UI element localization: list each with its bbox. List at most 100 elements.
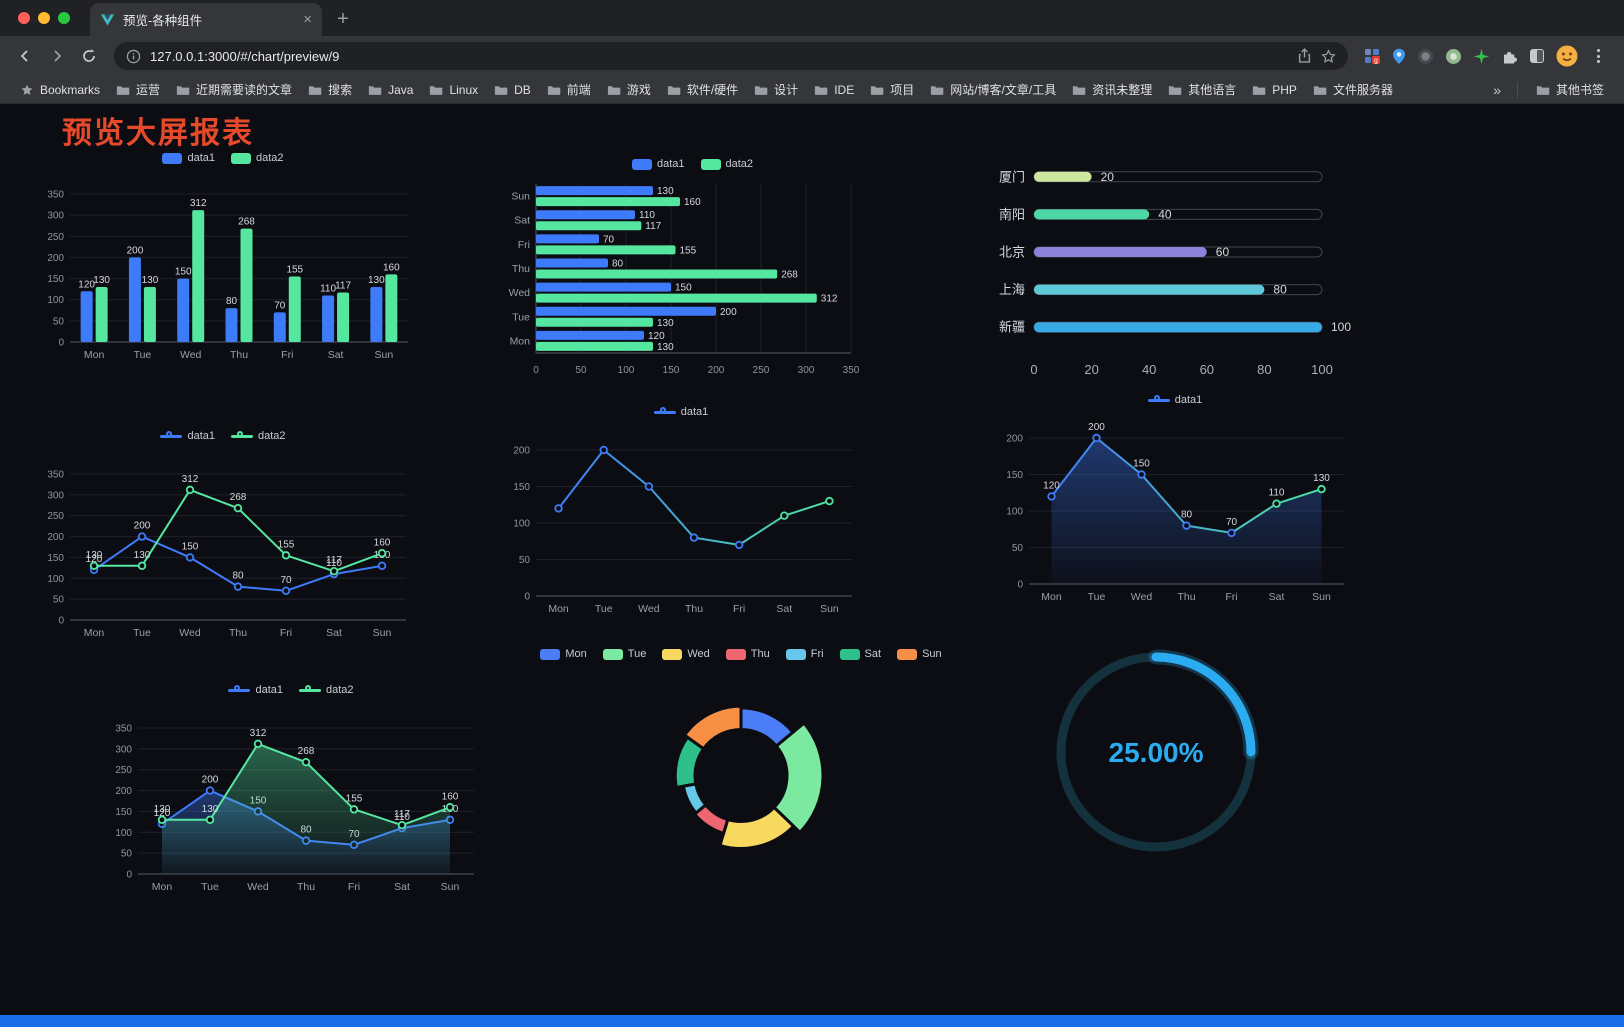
minimize-window-button[interactable] <box>38 12 50 24</box>
svg-text:40: 40 <box>1142 362 1156 377</box>
other-bookmarks-label: 其他书签 <box>1555 83 1604 97</box>
ext-star-green-icon[interactable] <box>1473 48 1490 65</box>
other-bookmarks-item[interactable]: 其他书签 <box>1528 78 1612 101</box>
legend-item[interactable]: Sun <box>897 648 942 660</box>
bookmark-folder[interactable]: 资讯未整理 <box>1064 78 1160 101</box>
bookmark-folder[interactable]: 近期需要读的文章 <box>168 78 300 101</box>
legend-item[interactable]: Thu <box>725 648 770 660</box>
ext-contrast-icon[interactable] <box>1529 48 1545 64</box>
bookmark-folder[interactable]: 软件/硬件 <box>659 78 746 101</box>
bookmark-folder[interactable]: Linux <box>421 80 486 100</box>
legend-item[interactable]: data1 <box>228 684 283 696</box>
ext-grid-icon[interactable]: g <box>1364 48 1381 65</box>
chart-legend: data1 <box>653 402 709 422</box>
legend-label: Wed <box>687 648 710 660</box>
bookmarks-root-item[interactable]: Bookmarks <box>12 80 108 100</box>
legend-item[interactable]: data1 <box>162 152 215 164</box>
svg-text:117: 117 <box>645 221 661 232</box>
legend-item[interactable]: data2 <box>231 430 286 442</box>
bookmark-folder[interactable]: 搜索 <box>300 78 360 101</box>
folder-icon <box>755 85 768 95</box>
address-bar[interactable]: 127.0.0.1:3000/#/chart/preview/9 <box>114 42 1348 70</box>
legend-item[interactable]: Mon <box>540 648 587 660</box>
svg-text:155: 155 <box>278 539 295 550</box>
svg-text:Wed: Wed <box>180 349 202 361</box>
bookmark-folder-label: Java <box>388 82 414 97</box>
window-controls <box>0 0 90 36</box>
ext-green-circle-icon[interactable] <box>1445 48 1462 65</box>
url-text[interactable]: 127.0.0.1:3000/#/chart/preview/9 <box>150 48 340 64</box>
svg-text:150: 150 <box>115 807 132 818</box>
folder-icon <box>871 85 884 95</box>
profile-avatar[interactable] <box>1556 45 1578 67</box>
share-icon[interactable] <box>1297 48 1312 64</box>
svg-text:160: 160 <box>442 791 459 802</box>
chrome-menu-icon[interactable] <box>1589 45 1608 67</box>
legend-item[interactable]: Tue <box>602 648 646 660</box>
bookmarks-overflow-chevron[interactable]: » <box>1493 81 1501 98</box>
bookmark-folder[interactable]: Java <box>360 80 421 100</box>
grouped-bar-chart-canvas[interactable]: 0 50 100 150 200 250 300 350 Mon Tue Wed Thu Fri Sat S… <box>28 170 418 370</box>
bookmark-folder-label: PHP <box>1272 82 1297 97</box>
folder-icon <box>1253 85 1266 95</box>
fullscreen-window-button[interactable] <box>58 12 70 24</box>
legend-swatch <box>602 648 623 660</box>
bookmark-folder[interactable]: IDE <box>806 80 862 100</box>
legend-item[interactable]: Sat <box>839 648 881 660</box>
legend-item[interactable]: data2 <box>231 152 284 164</box>
legend-item[interactable]: data1 <box>1147 394 1202 406</box>
bookmark-folder[interactable]: 运营 <box>108 78 168 101</box>
ext-dark-circle-icon[interactable] <box>1417 48 1434 65</box>
bookmark-folder[interactable]: 网站/博客/文章/工具 <box>922 78 1064 101</box>
bookmark-folder[interactable]: 项目 <box>862 78 922 101</box>
svg-text:Mon: Mon <box>510 335 531 347</box>
svg-text:50: 50 <box>519 555 531 566</box>
bookmark-star-icon[interactable] <box>1321 48 1336 64</box>
svg-text:Mon: Mon <box>1041 591 1062 603</box>
bookmark-folder[interactable]: 前端 <box>539 78 599 101</box>
city-progress-chart-canvas[interactable]: 厦门 20 南阳 40 北京 60 上海 80 新疆 100 0 20 40 60 80 100 <box>988 152 1358 382</box>
legend-item[interactable]: data1 <box>160 430 215 442</box>
tab-close-icon[interactable]: × <box>303 11 312 28</box>
legend-item[interactable]: Fri <box>785 648 824 660</box>
multi-line-chart: data1 data2 0 50 100 150 200 250 300 350 Mon Tue We… <box>28 426 418 648</box>
site-info-icon[interactable] <box>126 49 141 64</box>
rose-pie-chart-canvas[interactable] <box>631 666 851 881</box>
legend-label: data1 <box>680 406 709 418</box>
reload-button[interactable] <box>74 41 104 71</box>
svg-text:110: 110 <box>320 283 336 294</box>
bookmark-folder[interactable]: 其他语言 <box>1160 78 1244 101</box>
bookmark-folder[interactable]: PHP <box>1244 80 1305 100</box>
legend-item[interactable]: Wed <box>662 648 710 660</box>
svg-text:80: 80 <box>1273 283 1287 297</box>
multi-line-chart-canvas[interactable]: 0 50 100 150 200 250 300 350 Mon Tue Wed Thu Fri Sat S… <box>28 448 418 648</box>
ext-pin-icon[interactable] <box>1392 48 1406 65</box>
rose-pie-chart: Mon Tue Wed Thu Fri Sat Sun <box>540 644 942 881</box>
gradient-line-chart-canvas[interactable]: 0 50 100 150 200 Mon Tue Wed Thu Fri Sat Sun <box>496 424 866 624</box>
close-window-button[interactable] <box>18 12 30 24</box>
bookmark-folder-label: 设计 <box>774 83 799 97</box>
legend-item[interactable]: data1 <box>653 406 709 418</box>
legend-item[interactable]: data2 <box>700 158 753 170</box>
svg-text:100: 100 <box>1311 362 1333 377</box>
svg-text:40: 40 <box>1158 207 1172 221</box>
legend-item[interactable]: data1 <box>631 158 685 170</box>
back-button[interactable] <box>10 41 40 71</box>
progress-gauge-canvas[interactable]: 25.00% <box>1036 632 1276 872</box>
bookmark-folder[interactable]: 游戏 <box>599 78 659 101</box>
new-tab-button[interactable]: + <box>337 7 349 30</box>
area-line-chart-canvas[interactable]: 0 50 100 150 200 Mon Tue Wed Thu Fri Sat Sun 120 200 1… <box>993 412 1358 612</box>
area-multi-line-chart-canvas[interactable]: 0 50 100 150 200 250 300 350 Mon Tue Wed Thu Fri Sat S… <box>96 702 486 902</box>
legend-item[interactable]: data2 <box>299 684 354 696</box>
extensions-puzzle-icon[interactable] <box>1501 48 1518 65</box>
bookmark-folder-label: 项目 <box>890 83 915 97</box>
forward-button[interactable] <box>42 41 72 71</box>
legend-line-icon <box>231 430 253 442</box>
bookmark-folder[interactable]: DB <box>486 80 539 100</box>
bookmark-folder[interactable]: 文件服务器 <box>1305 78 1401 101</box>
svg-text:80: 80 <box>226 296 238 307</box>
browser-tab[interactable]: 预览-各种组件 × <box>90 3 322 36</box>
svg-text:312: 312 <box>821 294 838 305</box>
bookmark-folder[interactable]: 设计 <box>746 78 806 101</box>
